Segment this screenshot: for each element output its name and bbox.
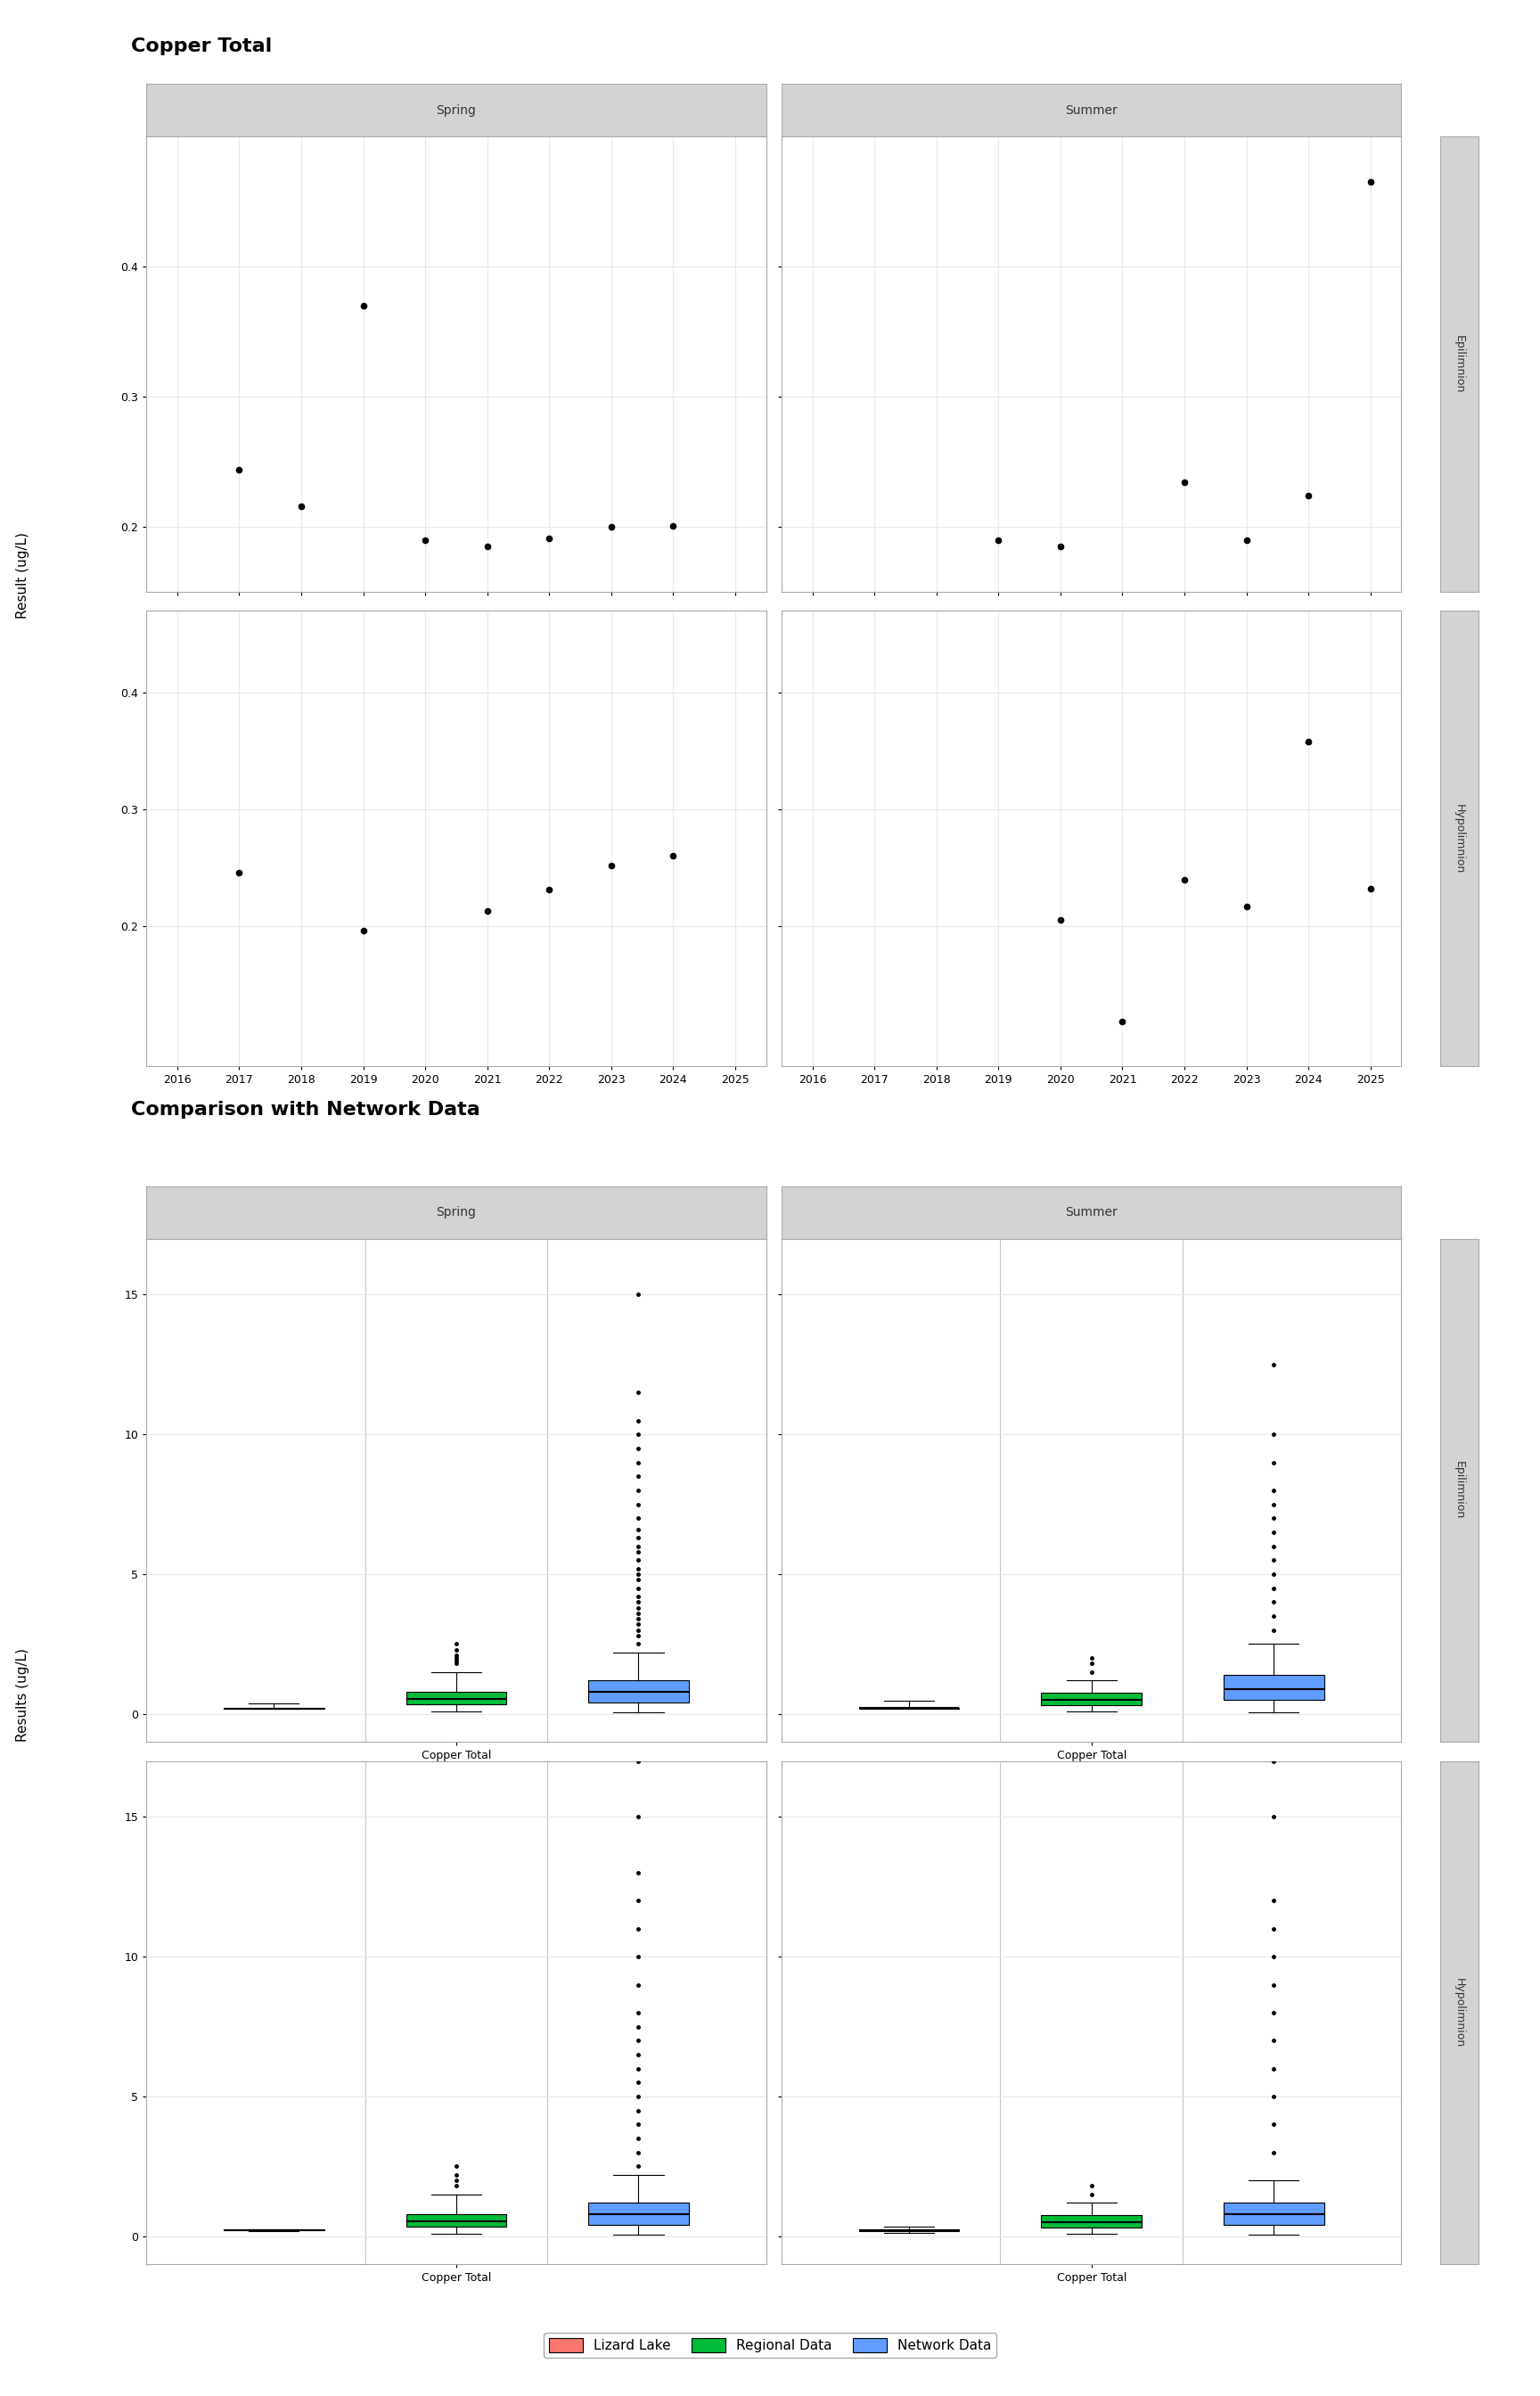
PathPatch shape xyxy=(588,2202,688,2226)
Point xyxy=(1110,1002,1135,1040)
Point xyxy=(1172,462,1197,501)
PathPatch shape xyxy=(1041,1694,1141,1706)
PathPatch shape xyxy=(407,2214,507,2226)
Point xyxy=(537,870,562,908)
PathPatch shape xyxy=(1224,2202,1324,2226)
Text: Summer: Summer xyxy=(1066,103,1118,117)
Point xyxy=(599,846,624,884)
Point xyxy=(537,520,562,558)
Point xyxy=(1234,520,1258,558)
PathPatch shape xyxy=(1224,1675,1324,1701)
Point xyxy=(1358,163,1383,201)
Point xyxy=(599,508,624,546)
Point xyxy=(1358,870,1383,908)
Point xyxy=(226,450,251,489)
Point xyxy=(661,506,685,544)
Point xyxy=(351,910,376,949)
Point xyxy=(1234,887,1258,925)
Point xyxy=(351,288,376,326)
Text: Epilimnion: Epilimnion xyxy=(1454,1462,1465,1519)
Point xyxy=(986,520,1010,558)
Text: Hypolimnion: Hypolimnion xyxy=(1454,803,1465,875)
Text: Summer: Summer xyxy=(1066,1205,1118,1220)
Point xyxy=(413,520,437,558)
Text: Epilimnion: Epilimnion xyxy=(1454,335,1465,393)
Text: Copper Total: Copper Total xyxy=(131,38,273,55)
Point xyxy=(661,836,685,875)
Point xyxy=(1172,860,1197,898)
PathPatch shape xyxy=(1041,2216,1141,2228)
Point xyxy=(1049,527,1073,565)
Text: Comparison with Network Data: Comparison with Network Data xyxy=(131,1102,480,1119)
Point xyxy=(474,891,499,930)
Point xyxy=(474,527,499,565)
Text: Hypolimnion: Hypolimnion xyxy=(1454,1977,1465,2049)
Point xyxy=(1049,901,1073,939)
Text: Spring: Spring xyxy=(436,103,476,117)
PathPatch shape xyxy=(407,1692,507,1704)
Point xyxy=(1297,724,1321,762)
Legend: Lizard Lake, Regional Data, Network Data: Lizard Lake, Regional Data, Network Data xyxy=(544,2334,996,2358)
Text: Result (ug/L): Result (ug/L) xyxy=(17,532,29,618)
Text: Results (ug/L): Results (ug/L) xyxy=(17,1648,29,1742)
Point xyxy=(290,486,314,525)
Point xyxy=(1297,477,1321,515)
PathPatch shape xyxy=(588,1680,688,1704)
Point xyxy=(226,853,251,891)
Text: Spring: Spring xyxy=(436,1205,476,1220)
